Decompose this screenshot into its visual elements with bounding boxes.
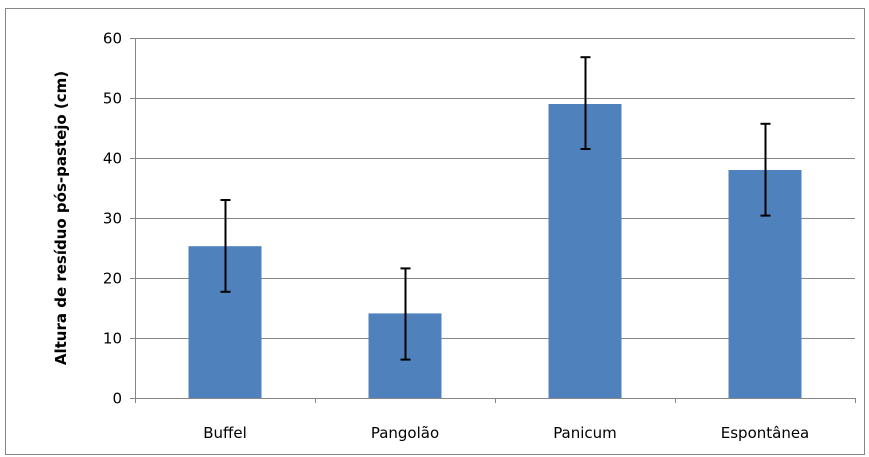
axes: [130, 38, 856, 403]
x-tick-labels: Buffel Pangolão Panicum Espontânea: [203, 424, 809, 442]
x-tick-label: Panicum: [553, 424, 617, 442]
y-tick-label: 0: [112, 390, 122, 408]
y-tick-label: 40: [103, 150, 122, 168]
bars: [188, 104, 802, 398]
y-tick-label: 50: [103, 90, 122, 108]
y-tick-label: 30: [103, 210, 122, 228]
y-tick-label: 10: [103, 330, 122, 348]
x-tick-label: Buffel: [203, 424, 247, 442]
y-tick-labels: 0 10 20 30 40 50 60: [103, 30, 122, 408]
y-axis-title: Altura de resíduo pós-pastejo (cm): [52, 71, 70, 365]
bar-2: [548, 104, 622, 398]
y-tick-label: 60: [103, 30, 122, 48]
x-tick-label: Espontânea: [721, 424, 810, 442]
y-tick-label: 20: [103, 270, 122, 288]
x-tick-label: Pangolão: [371, 424, 439, 442]
error-bars: [220, 56, 771, 361]
